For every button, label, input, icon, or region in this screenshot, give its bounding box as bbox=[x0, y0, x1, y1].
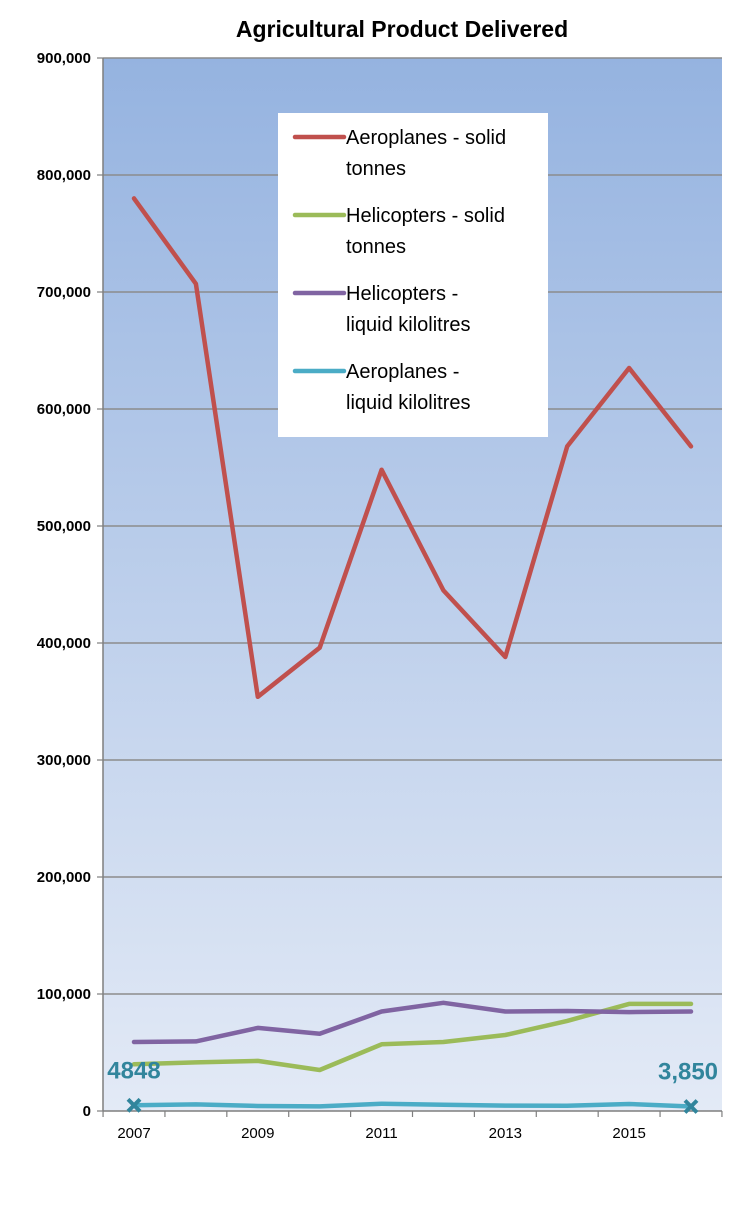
annotation-label: 4848 bbox=[107, 1057, 160, 1084]
series-line-1 bbox=[131, 196, 694, 700]
y-tick-label: 100,000 bbox=[37, 986, 91, 1003]
legend-entry-text: Aeroplanes - solid bbox=[346, 127, 506, 149]
legend-entry-text: tonnes bbox=[346, 158, 406, 180]
y-tick-label: 300,000 bbox=[37, 752, 91, 769]
y-tick-label: 500,000 bbox=[37, 518, 91, 535]
y-tick-label: 0 bbox=[83, 1103, 91, 1120]
y-tick-label: 400,000 bbox=[37, 635, 91, 652]
legend-entry-text: liquid kilolitres bbox=[346, 392, 471, 414]
x-tick-label: 2009 bbox=[241, 1125, 274, 1142]
legend-box bbox=[278, 113, 548, 437]
y-tick-label: 700,000 bbox=[37, 284, 91, 301]
chart-title: Agricultural Product Delivered bbox=[236, 16, 568, 42]
y-tick-label: 900,000 bbox=[37, 50, 91, 67]
series-line-4 bbox=[131, 1101, 694, 1109]
annotation-marker bbox=[126, 1097, 142, 1113]
legend-entry-text: liquid kilolitres bbox=[346, 314, 471, 336]
y-tick-label: 800,000 bbox=[37, 167, 91, 184]
legend-entry-text: Helicopters - solid bbox=[346, 205, 505, 227]
x-tick-label: 2013 bbox=[489, 1125, 522, 1142]
x-tick-label: 2011 bbox=[365, 1125, 397, 1142]
x-tick-label: 2007 bbox=[117, 1125, 150, 1142]
y-tick-label: 600,000 bbox=[37, 401, 91, 418]
y-tick-label: 200,000 bbox=[37, 869, 91, 886]
legend-entry-text: tonnes bbox=[346, 236, 406, 258]
legend-entry-text: Aeroplanes - bbox=[346, 361, 459, 383]
annotation-marker bbox=[683, 1099, 699, 1114]
x-marker-stroke bbox=[126, 1097, 142, 1113]
legend-entry-text: Helicopters - bbox=[346, 283, 458, 305]
x-marker-stroke bbox=[683, 1099, 699, 1114]
series-line-3 bbox=[131, 1000, 694, 1045]
annotation-label: 3,850 bbox=[658, 1058, 718, 1085]
x-tick-label: 2015 bbox=[612, 1125, 645, 1142]
